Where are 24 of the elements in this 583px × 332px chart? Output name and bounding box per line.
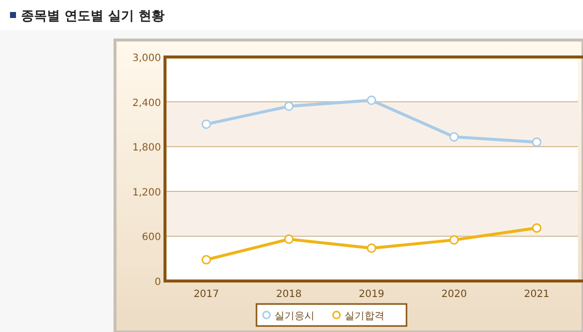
y-tick-label: 600 (142, 232, 161, 244)
point (366, 96, 376, 106)
point (532, 137, 542, 147)
x-tick-label: 2021 (524, 289, 550, 300)
point (449, 132, 459, 142)
point (366, 243, 376, 253)
y-tick-label: 1,800 (132, 142, 161, 154)
point (532, 223, 542, 233)
x-tick-label: 2019 (358, 289, 384, 300)
point (284, 102, 294, 112)
y-tick-label: 1,200 (132, 187, 161, 198)
legend-label: 실기합격 (344, 311, 384, 322)
point (202, 254, 212, 264)
point (284, 234, 294, 244)
chart-title: 종목별 연도별 실기 현황 (21, 9, 165, 24)
y-tick-label: 2,400 (132, 98, 161, 109)
point (202, 119, 212, 129)
point (449, 235, 459, 245)
y-tick-label: 3,000 (132, 53, 161, 64)
legend-label: 실기응시 (274, 311, 314, 322)
x-tick-label: 2020 (441, 289, 467, 300)
y-tick-label: 0 (154, 277, 161, 288)
x-tick-label: 2017 (194, 289, 220, 300)
x-tick-label: 2018 (276, 289, 302, 300)
